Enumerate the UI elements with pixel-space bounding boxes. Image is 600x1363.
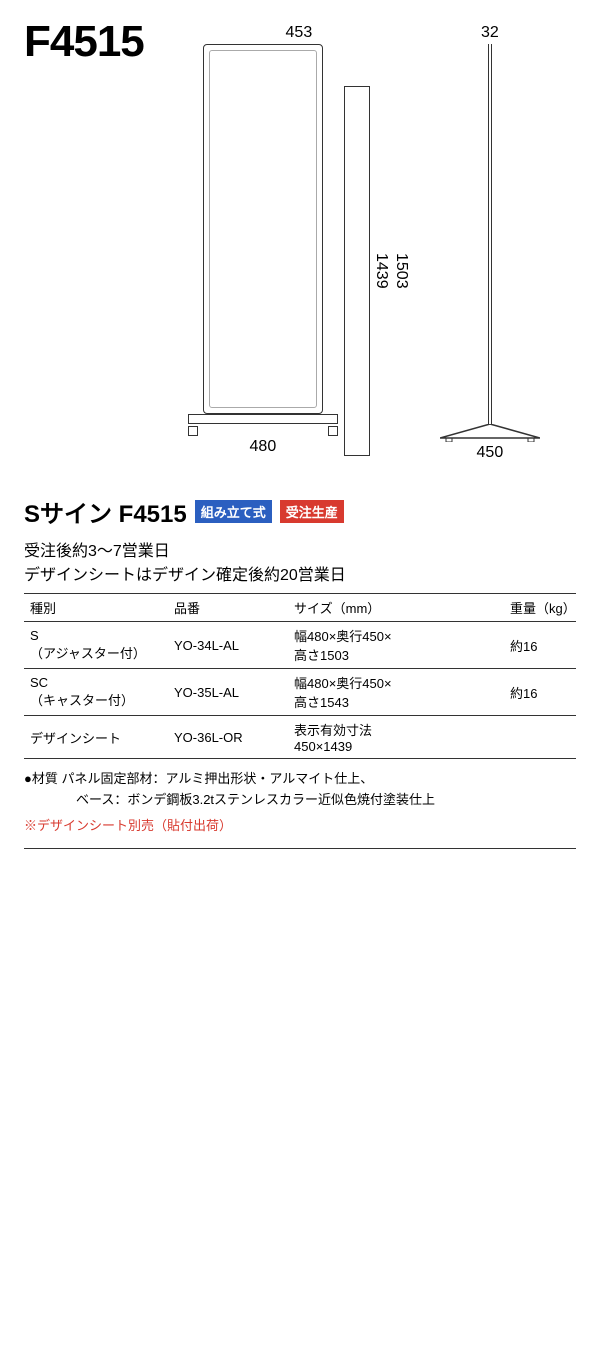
cell-size: 幅480×奥行450×高さ1503 [288,622,504,669]
dim-base-width: 480 [250,438,277,456]
th-type: 種別 [24,594,168,622]
badge-assembly: 組み立て式 [195,500,272,523]
cell-code: YO-34L-AL [168,622,288,669]
side-elevation: 32 450 [440,24,540,462]
cell-size: 幅480×奥行450×高さ1543 [288,669,504,716]
leadtime-line2: デザインシートはデザイン確定後約20営業日 [24,561,346,585]
dim-height-inner: 1439 [372,86,390,456]
material-line1: ●材質 パネル固定部材：アルミ押出形状・アルマイト仕上、 [24,769,576,790]
leadtime-text: 受注後約3〜7営業日 デザインシートはデザイン確定後約20営業日 [24,537,346,585]
triangular-base-icon [440,424,540,442]
cell-type: SC（キャスター付） [24,669,168,716]
bottom-divider [24,848,576,849]
model-code: F4515 [24,20,144,64]
product-title: Sサイン F4515 [24,494,187,529]
cell-code: YO-35L-AL [168,669,288,716]
pole-outline [488,44,492,424]
table-row: SC（キャスター付） YO-35L-AL 幅480×奥行450×高さ1543 約… [24,669,576,716]
front-elevation: 453 480 1439 1503 [188,24,410,462]
th-code: 品番 [168,594,288,622]
foot-right-icon [328,426,338,436]
cell-weight: 約16 [504,622,576,669]
cell-type: デザインシート [24,716,168,759]
cell-code: YO-36L-OR [168,716,288,759]
badge-made-to-order: 受注生産 [280,500,344,523]
leadtime-line1: 受注後約3〜7営業日 [24,537,346,561]
dim-base-depth: 450 [477,444,504,462]
material-line2: ベース：ボンデ鋼板3.2tステンレスカラー近似色焼付塗装仕上 [24,790,576,811]
table-row: S（アジャスター付） YO-34L-AL 幅480×奥行450×高さ1503 約… [24,622,576,669]
th-weight: 重量（kg） [504,594,576,622]
panel-front-outline [203,44,323,414]
cell-size: 表示有効寸法450×1439 [288,716,504,759]
spec-table: 種別 品番 サイズ（mm） 重量（kg） S（アジャスター付） YO-34L-A… [24,593,576,759]
technical-diagram: 453 480 1439 1503 [152,20,576,470]
material-notes: ●材質 パネル固定部材：アルミ押出形状・アルマイト仕上、 ベース：ボンデ鋼板3.… [24,769,576,811]
panel-side-outline [344,86,370,456]
dim-top-width: 453 [286,24,313,42]
cell-weight: 約16 [504,669,576,716]
cell-type: S（アジャスター付） [24,622,168,669]
dim-height-outer: 1503 [392,86,410,456]
cell-weight [504,716,576,759]
th-size: サイズ（mm） [288,594,504,622]
table-row: デザインシート YO-36L-OR 表示有効寸法450×1439 [24,716,576,759]
foot-left-icon [188,426,198,436]
base-bar [188,414,338,424]
table-header-row: 種別 品番 サイズ（mm） 重量（kg） [24,594,576,622]
separate-sale-note: ※デザインシート別売（貼付出荷） [24,815,576,834]
dim-pole-width: 32 [481,24,499,42]
